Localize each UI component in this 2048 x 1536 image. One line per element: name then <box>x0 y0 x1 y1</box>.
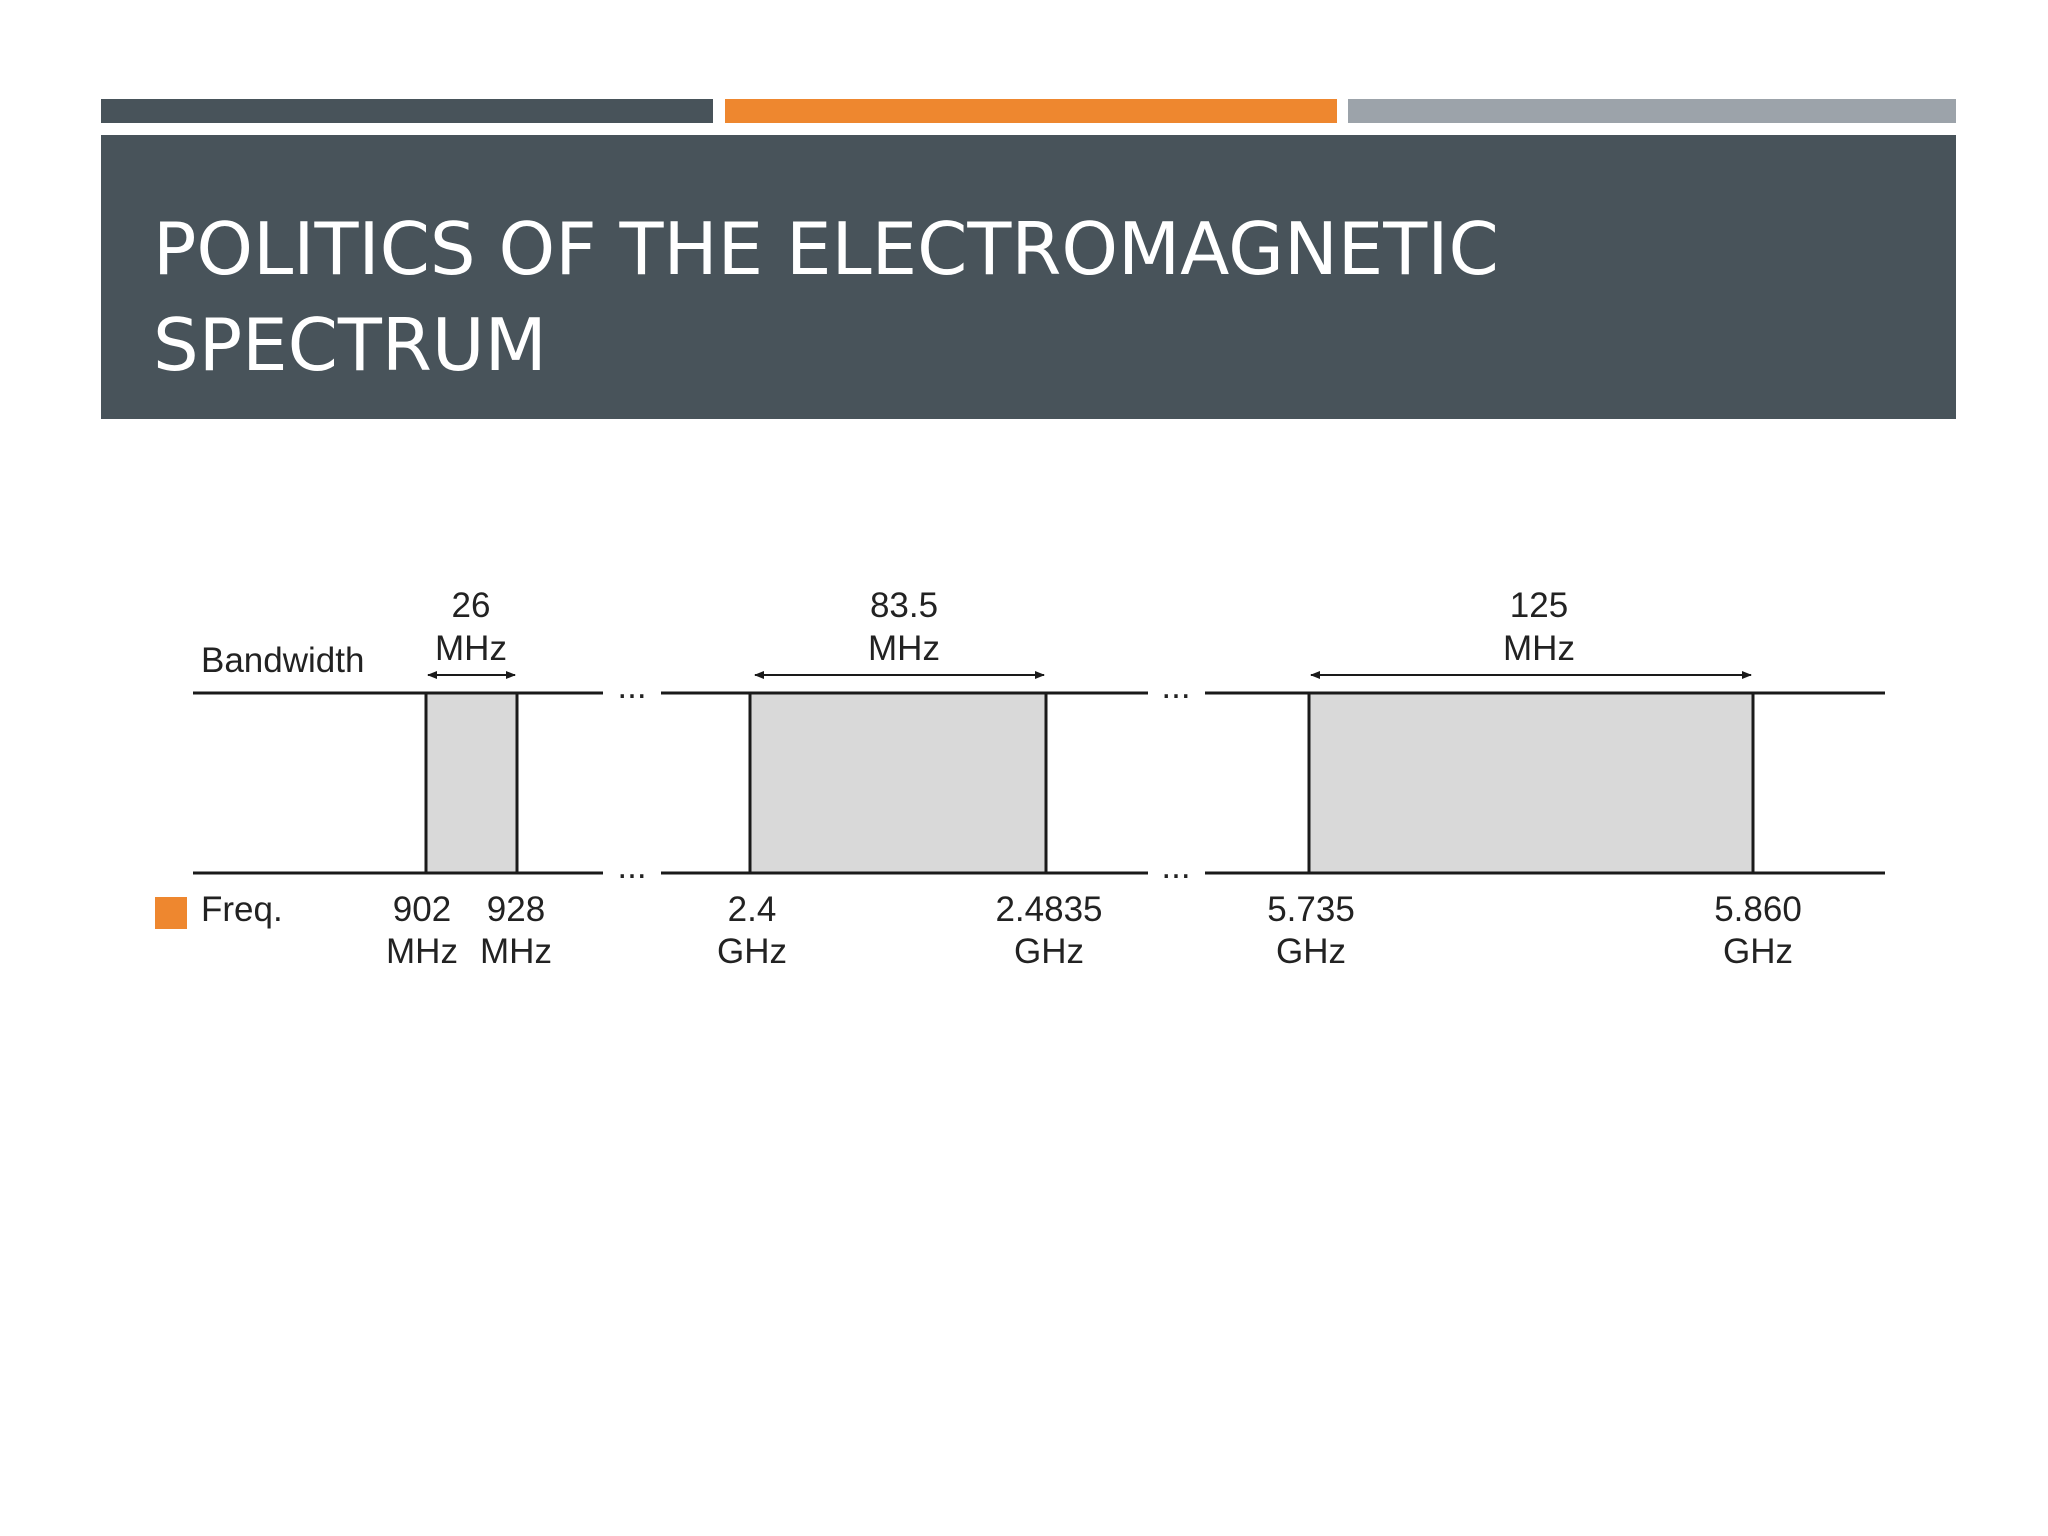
band-3-bandwidth-value: 125 <box>1510 586 1568 625</box>
accent-bar-orange <box>725 99 1337 123</box>
title-banner: POLITICS OF THE ELECTROMAGNETIC SPECTRUM <box>101 135 1956 419</box>
ellipsis-top-2: ... <box>1161 667 1190 706</box>
ellipsis-top-1: ... <box>617 667 646 706</box>
band-3-start-unit: GHz <box>1276 932 1346 971</box>
band-3-start-value: 5.735 <box>1267 890 1355 929</box>
band-1-bandwidth-unit: MHz <box>435 629 507 668</box>
band-3-rect <box>1309 693 1753 873</box>
band-3-end-value: 5.860 <box>1714 890 1802 929</box>
band-1-start-value: 902 <box>393 890 451 929</box>
band-2-bandwidth-unit: MHz <box>868 629 940 668</box>
bullet-square-icon <box>155 897 187 929</box>
frequency-row-label: Freq. <box>201 890 283 929</box>
band-3-bandwidth-unit: MHz <box>1503 629 1575 668</box>
band-3-end-unit: GHz <box>1723 932 1793 971</box>
band-2-end-unit: GHz <box>1014 932 1084 971</box>
band-1-end-value: 928 <box>487 890 545 929</box>
band-2-rect <box>750 693 1046 873</box>
page-title: POLITICS OF THE ELECTROMAGNETIC SPECTRUM <box>153 207 1499 387</box>
ellipsis-bottom-2: ... <box>1161 847 1190 886</box>
band-2-bandwidth-value: 83.5 <box>870 586 938 625</box>
accent-bar-dark <box>101 99 713 123</box>
ellipsis-bottom-1: ... <box>617 847 646 886</box>
band-1-start-unit: MHz <box>386 932 458 971</box>
band-1-rect <box>426 693 517 873</box>
bandwidth-row-label: Bandwidth <box>201 641 364 680</box>
accent-bar-gray <box>1348 99 1956 123</box>
band-2-start-unit: GHz <box>717 932 787 971</box>
band-1-bandwidth-value: 26 <box>452 586 491 625</box>
band-2-end-value: 2.4835 <box>995 890 1102 929</box>
band-2-start-value: 2.4 <box>728 890 777 929</box>
band-1-end-unit: MHz <box>480 932 552 971</box>
